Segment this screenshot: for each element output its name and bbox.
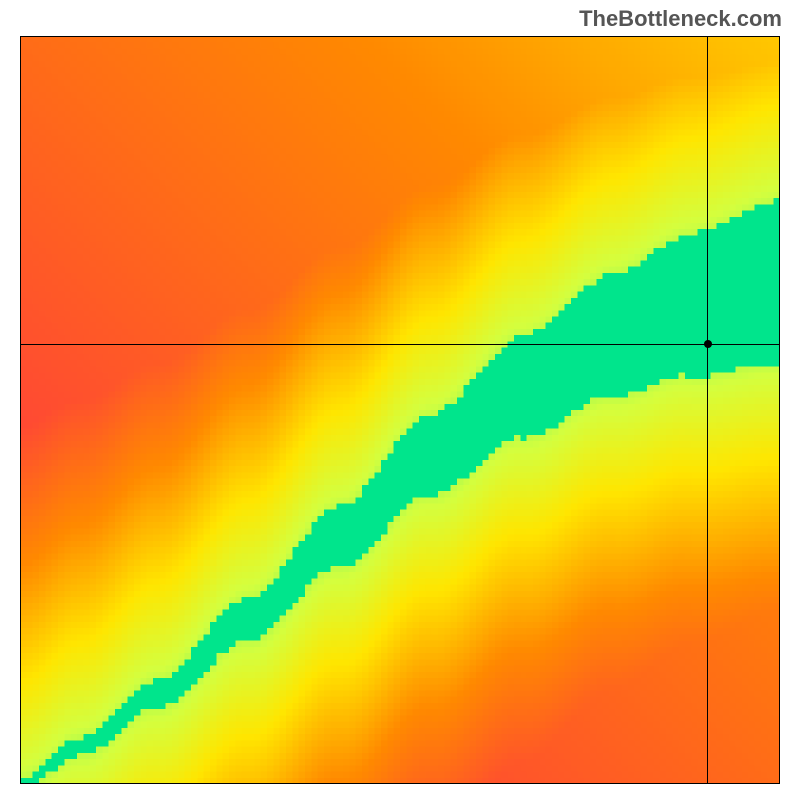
watermark-text: TheBottleneck.com — [579, 6, 782, 32]
crosshair-horizontal — [20, 344, 780, 345]
figure-container: { "watermark": { "text": "TheBottleneck.… — [0, 0, 800, 800]
bottleneck-heatmap — [20, 36, 780, 784]
crosshair-dot — [704, 340, 712, 348]
crosshair-vertical — [707, 36, 708, 784]
